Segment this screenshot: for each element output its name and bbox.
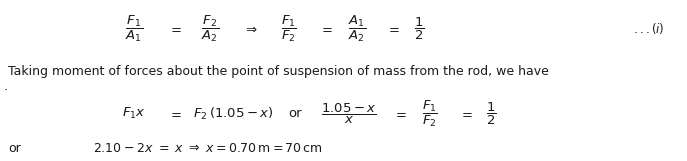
Text: Taking moment of forces about the point of suspension of mass from the rod, we h: Taking moment of forces about the point … (8, 65, 549, 78)
Text: $=$: $=$ (319, 23, 333, 35)
Text: $\dfrac{A_1}{A_2}$: $\dfrac{A_1}{A_2}$ (348, 14, 366, 44)
Text: $\dfrac{F_1}{F_2}$: $\dfrac{F_1}{F_2}$ (422, 98, 438, 129)
Text: $=$: $=$ (386, 23, 400, 35)
Text: $\dfrac{1.05 - x}{x}$: $\dfrac{1.05 - x}{x}$ (321, 101, 377, 126)
Text: $\dfrac{F_1}{A_1}$: $\dfrac{F_1}{A_1}$ (125, 14, 143, 44)
Text: $F_1 x$: $F_1 x$ (122, 106, 146, 121)
Text: $\Rightarrow$: $\Rightarrow$ (243, 23, 258, 35)
Text: $\dfrac{1}{2}$: $\dfrac{1}{2}$ (486, 100, 497, 127)
Text: $F_2\,(1.05 - x)$: $F_2\,(1.05 - x)$ (193, 105, 274, 122)
Text: $=$: $=$ (168, 107, 182, 120)
Text: or: or (289, 107, 302, 120)
Text: or: or (8, 142, 21, 155)
Text: $...(i)$: $...(i)$ (633, 21, 665, 37)
Text: $=$: $=$ (459, 107, 473, 120)
Text: $=$: $=$ (168, 23, 182, 35)
Text: .: . (3, 80, 8, 93)
Text: $=$: $=$ (394, 107, 407, 120)
Text: $\dfrac{F_1}{F_2}$: $\dfrac{F_1}{F_2}$ (280, 14, 297, 44)
Text: $\dfrac{1}{2}$: $\dfrac{1}{2}$ (414, 16, 425, 42)
Text: $\dfrac{F_2}{A_2}$: $\dfrac{F_2}{A_2}$ (201, 14, 218, 44)
Text: $2.10 - 2x\ =\ x\ \Rightarrow\ x = 0.70\,\mathrm{m} = 70\,\mathrm{cm}$: $2.10 - 2x\ =\ x\ \Rightarrow\ x = 0.70\… (93, 142, 323, 155)
